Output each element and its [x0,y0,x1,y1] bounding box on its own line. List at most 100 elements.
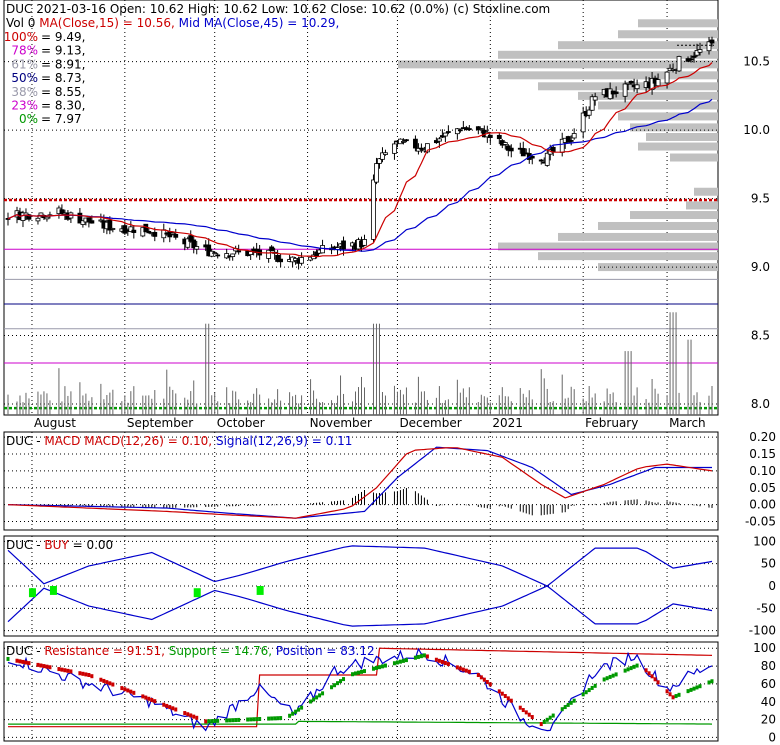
volume-at-price-bar [646,132,718,141]
price-panel-frame [3,0,719,416]
sr-step-block [291,711,295,716]
symbol-label: DUC [6,2,32,16]
sr-step-block [374,665,378,670]
candle-body [442,132,448,137]
fib-percent-label: 61% [11,57,38,71]
candle-body [691,55,697,58]
candle-body [502,142,508,145]
buy-header: DUC - BUY = 0.00 [6,538,113,552]
sr-step-block [377,665,381,670]
sr-step-block [551,713,555,718]
sr-step-block [392,661,396,666]
candle-body [592,96,598,101]
candle-body [586,109,592,116]
candle-body [122,225,128,234]
candle-body [185,238,191,248]
candle-body [478,128,484,130]
buy-name: BUY [44,538,69,552]
sr-step-block [309,699,313,704]
sr-step-block [632,664,636,669]
candle-body [664,71,670,84]
candle-body [266,249,272,259]
sr-step-block [506,696,510,701]
sr-step-block [419,654,423,659]
sr-step-block [416,654,420,659]
fib-value-label: = 8.91, [41,57,85,71]
candle-body [107,219,113,231]
candle-body [445,131,451,133]
sr-step-block [141,694,145,699]
resistance-line [8,647,713,728]
sr-step-block [339,679,343,684]
low-label: Low: 10.62 [262,2,327,16]
price-tick-label: 10.0 [743,123,770,137]
sr-tick-label: 20 [761,713,776,727]
sr-step-block [210,719,214,724]
sr-tick-label: 100 [753,641,776,655]
volume-at-price-bar [670,153,718,162]
close-label: Close: 10.62 (0.0%) [331,2,450,16]
sr-step-block [36,662,40,667]
separator: - [36,644,40,658]
sr-step-block [153,699,157,704]
sr-step-block [144,695,148,700]
sr-step-block [614,672,618,677]
sr-step-block [467,669,471,674]
macd-tick-label: -0.05 [745,515,776,529]
sr-step-block [147,696,151,701]
sr-step-block [380,664,384,669]
sr-step-block [593,683,597,688]
macd-value-label: MACD(12,26) = 0.10, [84,434,212,448]
candle-body [589,96,595,111]
candle-body [529,155,535,159]
candle-body [146,230,152,234]
sr-step-block [342,677,346,682]
sr-step-block [371,666,375,671]
candle-body [371,179,376,240]
sr-tick-label: 80 [761,659,776,673]
sr-step-block [150,697,154,702]
candle-body [383,152,388,155]
sr-step-block [425,654,429,659]
candle-body [454,128,460,135]
sr-step-block [497,689,501,694]
candle-body [269,246,275,252]
candle-body [655,79,661,87]
macd-line [7,447,713,519]
sr-step-block [39,663,43,668]
candle-body [466,128,472,131]
candle-body [212,252,218,255]
sr-step-block [24,660,28,665]
price-header: DUC 2021-03-16 Open: 10.62 High: 10.62 L… [6,2,550,16]
sr-step-block [542,719,546,724]
sr-step-block [288,713,292,718]
candle-body [628,80,634,84]
sr-step-block [15,658,19,663]
sr-step-block [78,671,82,676]
candle-body [110,228,116,230]
ma15-line [7,62,713,258]
sr-step-block [330,685,334,690]
sr-step-block [321,691,325,696]
ma15-label: MA(Close,15) = 10.56, [39,16,175,30]
sr-step-block [231,718,235,723]
sr-step-block [174,707,178,712]
candle-body [580,112,586,133]
sr-step-block [267,716,271,721]
candle-body [706,41,712,52]
sr-step-block [446,662,450,667]
candle-body [131,229,137,233]
candle-body [206,244,212,257]
sr-step-block [105,680,109,685]
position-label: Position = 83.12 [276,644,375,658]
volume-at-price-bar [558,41,718,50]
volume-at-price-bar [498,242,718,251]
candle-body [59,209,65,214]
signal-value-label: Signal(12,26,9) = 0.11 [216,434,352,448]
sr-step-block [686,689,690,694]
candle-body [404,139,409,142]
fib-percent-label: 0% [19,112,38,126]
sr-step-block [192,714,196,719]
volume-at-price-bar [638,142,718,151]
sr-step-block [656,680,660,685]
